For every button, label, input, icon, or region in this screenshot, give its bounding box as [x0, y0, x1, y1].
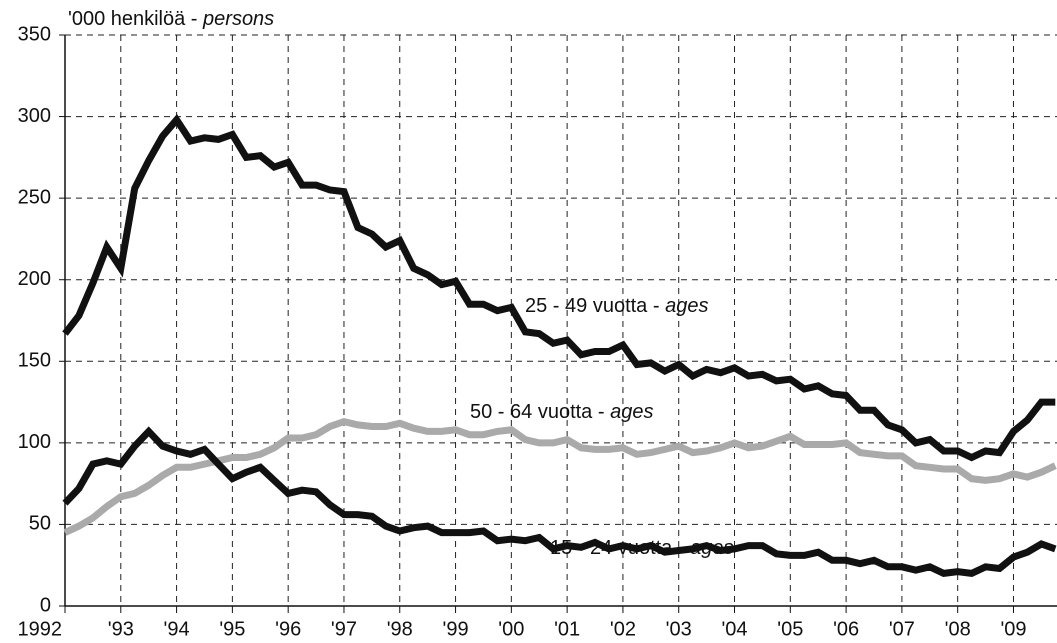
x-tick-label: '93 — [108, 618, 134, 640]
x-tick-label: '95 — [219, 618, 245, 640]
x-tick-label: '97 — [331, 618, 357, 640]
x-tick-label: '01 — [554, 618, 580, 640]
x-tick-label: '98 — [387, 618, 413, 640]
y-tick-label: 100 — [18, 431, 51, 453]
series-line — [62, 426, 1057, 577]
x-tick-label: 1992 — [18, 618, 63, 640]
y-tick-label: 350 — [18, 23, 51, 45]
x-tick-label: '96 — [275, 618, 301, 640]
series-label: 25 - 49 vuotta - ages — [525, 295, 708, 317]
x-tick-label: '08 — [945, 618, 971, 640]
y-tick-label: 300 — [18, 105, 51, 127]
y-tick-label: 0 — [40, 594, 51, 616]
x-tick-label: '99 — [443, 618, 469, 640]
y-tick-label: 50 — [29, 513, 51, 535]
x-tick-label: '07 — [889, 618, 915, 640]
x-tick-label: '05 — [777, 618, 803, 640]
series-line — [62, 113, 1056, 462]
x-tick-label: '94 — [164, 618, 190, 640]
x-tick-label: '04 — [721, 618, 747, 640]
y-axis-label: '000 henkilöä - persons — [68, 8, 274, 30]
y-tick-label: 200 — [18, 268, 51, 290]
x-tick-label: '02 — [610, 618, 636, 640]
series-label: 15 - 24 vuotta - ages — [550, 537, 733, 559]
x-tick-label: '00 — [498, 618, 524, 640]
x-tick-label: '06 — [833, 618, 859, 640]
x-tick-label: '09 — [1000, 618, 1026, 640]
series-line — [63, 417, 1057, 536]
series-label: 50 - 64 vuotta - ages — [470, 401, 653, 423]
y-tick-label: 150 — [18, 350, 51, 372]
y-tick-label: 250 — [18, 186, 51, 208]
x-tick-label: '03 — [666, 618, 692, 640]
